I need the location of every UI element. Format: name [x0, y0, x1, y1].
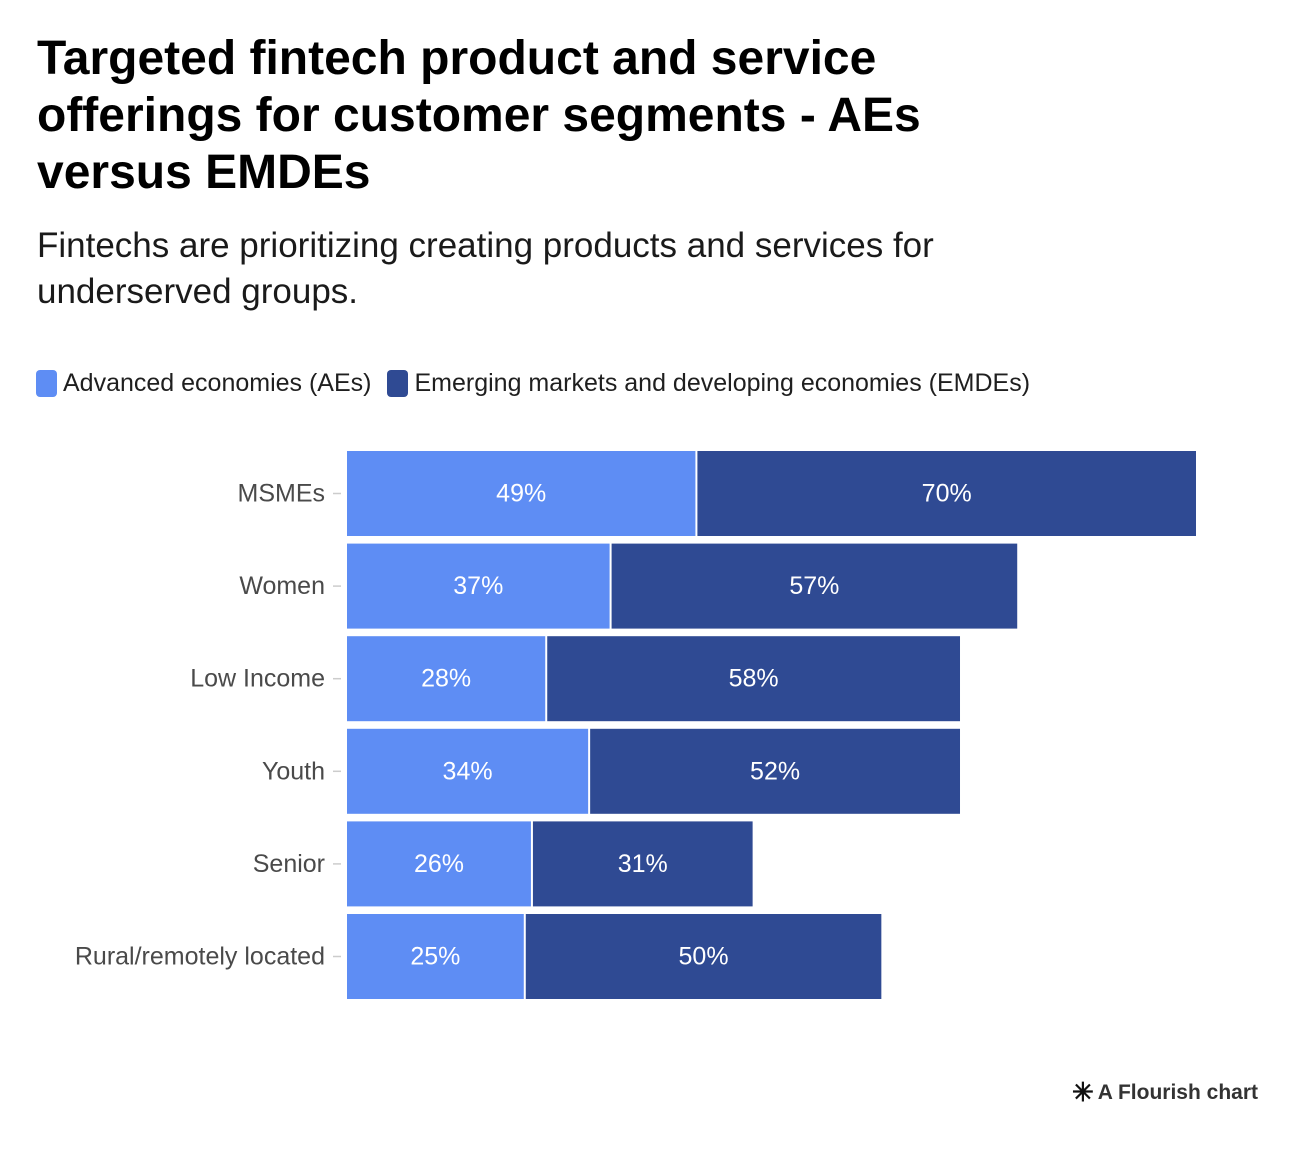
legend-swatch-emdes: [387, 370, 409, 397]
category-label: Low Income: [190, 665, 325, 693]
bar-aes[interactable]: [347, 451, 696, 536]
data-label-aes: 26%: [414, 850, 464, 878]
bar-aes[interactable]: [347, 821, 531, 907]
flourish-asterisk-icon: ✳: [1071, 1077, 1094, 1107]
legend-label-emdes: Emerging markets and developing economie…: [414, 369, 1031, 397]
flourish-credit[interactable]: ✳ A Flourish chart: [1072, 1077, 1258, 1108]
flourish-credit-label: A Flourish chart: [1097, 1080, 1258, 1104]
data-label-aes: 34%: [443, 757, 493, 785]
data-label-emdes: 50%: [679, 943, 729, 971]
bar-aes[interactable]: [347, 914, 524, 999]
bar-emdes[interactable]: [697, 451, 1196, 536]
chart-legend: Advanced economies (AEs) Emerging market…: [36, 369, 1046, 398]
plot-area: MSMEs 49% 70% Women 37% 57% Low Income 28% 58% Yo…: [75, 451, 1196, 999]
data-label-emdes: 57%: [789, 572, 839, 600]
bar-emdes[interactable]: [590, 728, 961, 814]
data-label-emdes: 70%: [922, 480, 972, 508]
chart-title: Targeted fintech product and service off…: [37, 32, 921, 199]
data-label-aes: 37%: [453, 572, 503, 600]
data-label-emdes: 52%: [750, 757, 800, 785]
bar-aes[interactable]: [347, 728, 589, 814]
legend-item-aes[interactable]: Advanced economies (AEs): [36, 369, 371, 398]
data-label-emdes: 31%: [618, 850, 668, 878]
legend-item-emdes[interactable]: Emerging markets and developing economie…: [387, 369, 1030, 398]
data-label-aes: 28%: [421, 665, 471, 693]
data-label-aes: 25%: [410, 943, 460, 971]
category-label: MSMEs: [238, 480, 326, 508]
bar-aes[interactable]: [347, 543, 610, 629]
bar-emdes[interactable]: [532, 821, 753, 907]
category-label: Women: [239, 572, 325, 600]
bar-emdes[interactable]: [547, 636, 961, 722]
chart-header: Targeted fintech product and service off…: [37, 30, 1237, 315]
bar-emdes[interactable]: [611, 543, 1018, 629]
legend-swatch-aes: [36, 370, 57, 397]
data-label-aes: 49%: [496, 480, 546, 508]
legend-label-aes: Advanced economies (AEs): [63, 369, 372, 397]
data-label-emdes: 58%: [729, 665, 779, 693]
bar-aes[interactable]: [347, 636, 546, 722]
category-label: Rural/remotely located: [75, 943, 325, 971]
bar-emdes[interactable]: [525, 914, 882, 999]
category-label: Youth: [262, 757, 325, 785]
category-label: Senior: [253, 850, 325, 878]
chart-subtitle: Fintechs are prioritizing creating produ…: [37, 226, 934, 311]
